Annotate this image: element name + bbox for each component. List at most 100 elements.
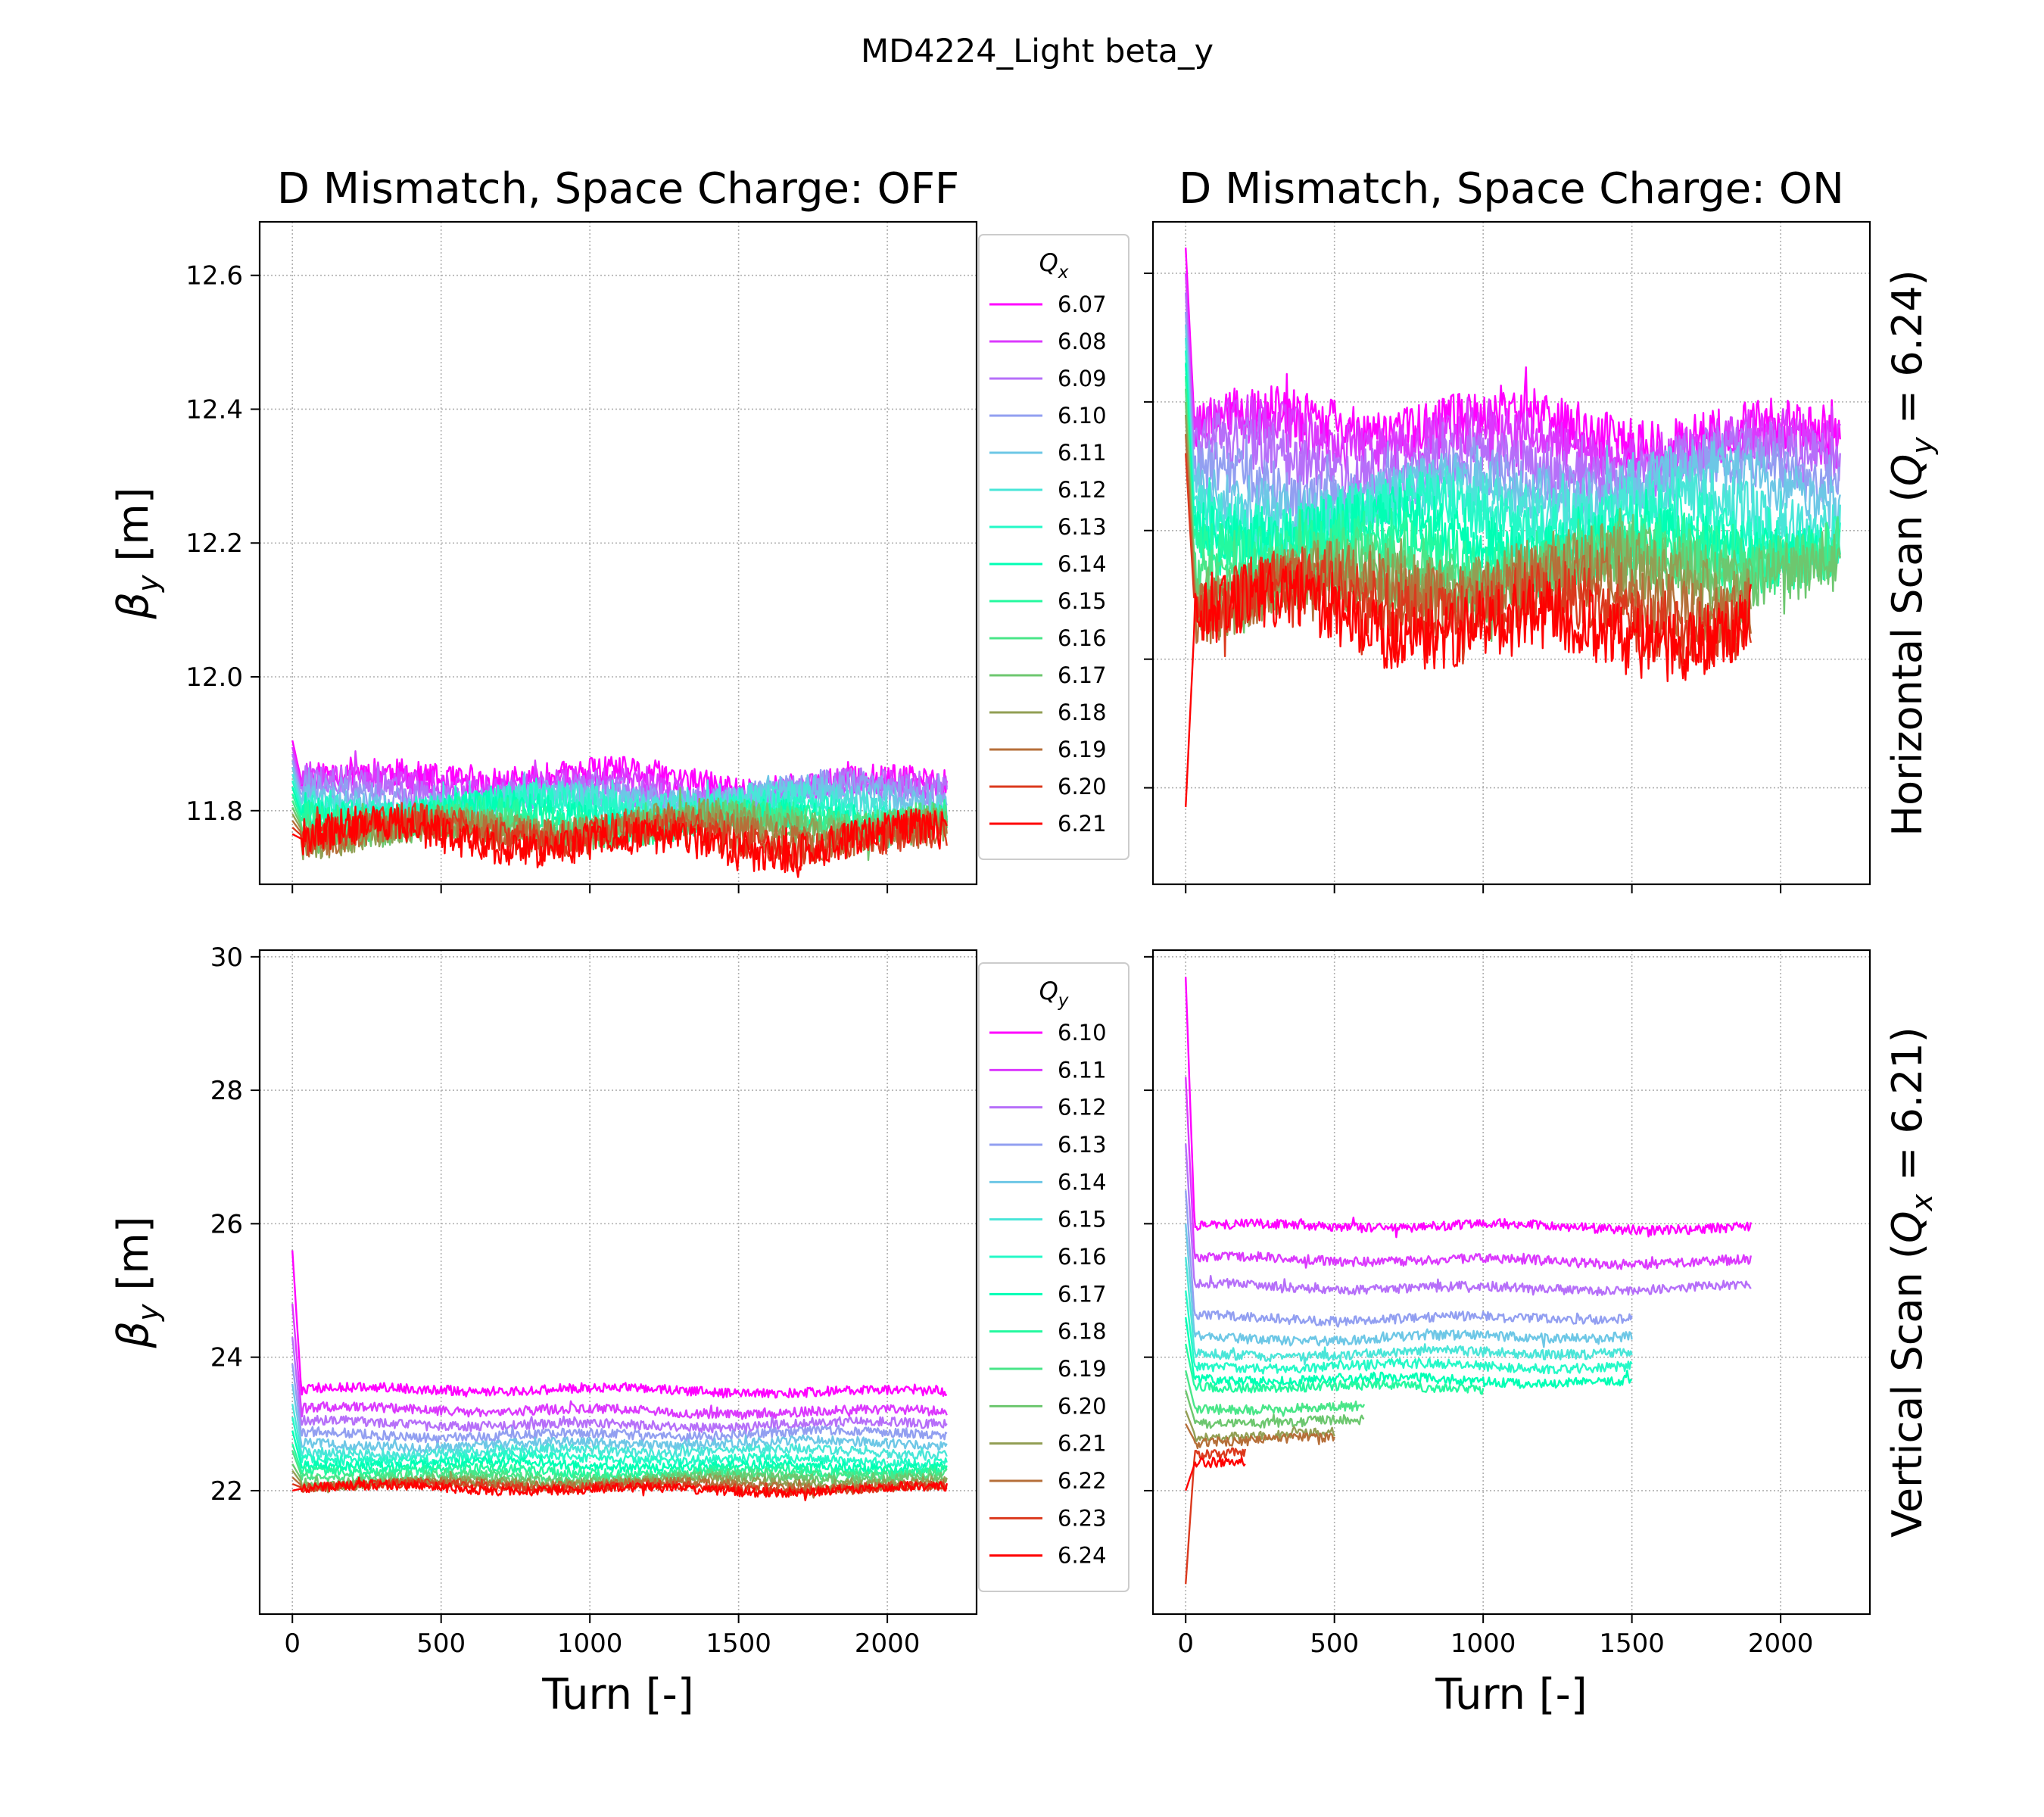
series-line-6.19 xyxy=(291,1450,948,1485)
series-line-6.11 xyxy=(1185,324,1841,566)
series-line-6.14 xyxy=(1185,1223,1633,1348)
legend-label: 6.22 xyxy=(1058,1468,1107,1494)
series-line-6.13 xyxy=(291,1364,948,1449)
grid xyxy=(260,222,977,884)
legend-label: 6.18 xyxy=(1058,700,1107,725)
series-line-6.11 xyxy=(291,1303,948,1420)
legend-label: 6.07 xyxy=(1058,291,1107,317)
series-line-6.11 xyxy=(1185,1077,1752,1270)
legend-label: 6.21 xyxy=(1058,1431,1107,1457)
series-line-6.17 xyxy=(291,1430,948,1476)
series-line-6.17 xyxy=(1185,1317,1633,1389)
y-tick-label: 30 xyxy=(210,943,243,973)
x-tick-label: 1000 xyxy=(1450,1628,1516,1659)
legend-title: Qy xyxy=(1039,977,1069,1011)
series-line-6.24 xyxy=(1185,1456,1246,1491)
y-tick-label: 11.8 xyxy=(185,796,243,827)
series-line-6.21 xyxy=(1185,1410,1335,1444)
x-tick-label: 500 xyxy=(1310,1628,1359,1659)
series-group xyxy=(1185,977,1752,1585)
x-axis-label: Turn [-] xyxy=(541,1670,693,1719)
axes-frame xyxy=(1151,949,1871,1616)
series-group xyxy=(291,740,948,878)
legend-label: 6.18 xyxy=(1058,1319,1107,1345)
series-line-6.24 xyxy=(291,1476,948,1501)
legend-label: 6.16 xyxy=(1058,1244,1107,1270)
panel-top-right: D Mismatch, Space Charge: ON Horizontal S… xyxy=(1144,164,1939,893)
x-tick-label: 0 xyxy=(284,1628,301,1659)
legend-label: 6.21 xyxy=(1058,811,1107,837)
y-tick-label: 12.0 xyxy=(185,662,243,693)
x-tick-label: 2000 xyxy=(1748,1628,1814,1659)
legend-label: 6.16 xyxy=(1058,625,1107,651)
series-line-6.22 xyxy=(291,1476,948,1499)
figure-suptitle: MD4224_Light beta_y xyxy=(861,33,1214,70)
row-label: Vertical Scan (Qx = 6.21) xyxy=(1884,1027,1939,1538)
axes-frame xyxy=(258,949,978,1616)
legend-label: 6.13 xyxy=(1058,1132,1107,1158)
legend-label: 6.17 xyxy=(1058,662,1107,688)
grid xyxy=(260,950,977,1614)
legend-label: 6.12 xyxy=(1058,1095,1107,1120)
row-label: Horizontal Scan (Qy = 6.24) xyxy=(1884,270,1939,836)
x-tick-label: 1000 xyxy=(557,1628,623,1659)
series-line-6.15 xyxy=(1185,1257,1633,1366)
series-line-6.14 xyxy=(291,1383,948,1454)
legend-label: 6.11 xyxy=(1058,440,1107,466)
y-tick-label: 12.6 xyxy=(185,261,243,291)
x-tick-label: 0 xyxy=(1177,1628,1194,1659)
legend-box xyxy=(978,234,1129,860)
legend-label: 6.13 xyxy=(1058,514,1107,540)
series-line-6.22 xyxy=(1185,1423,1335,1450)
x-tick-label: 1500 xyxy=(706,1628,771,1659)
legend-label: 6.10 xyxy=(1058,403,1107,429)
legend-label: 6.10 xyxy=(1058,1020,1107,1046)
legend-label: 6.15 xyxy=(1058,1207,1107,1233)
legend-label: 6.20 xyxy=(1058,774,1107,799)
legend-label: 6.08 xyxy=(1058,329,1107,354)
legend-label: 6.19 xyxy=(1058,737,1107,762)
legend-label: 6.12 xyxy=(1058,477,1107,503)
series-line-6.21 xyxy=(291,806,948,878)
y-tick-label: 28 xyxy=(210,1076,243,1106)
legend-label: 6.23 xyxy=(1058,1505,1107,1531)
series-line-6.15 xyxy=(291,1404,948,1462)
series-line-6.21 xyxy=(1185,561,1752,808)
legend-label: 6.15 xyxy=(1058,588,1107,614)
y-tick-label: 24 xyxy=(210,1343,243,1373)
grid xyxy=(1153,950,1870,1614)
x-tick-label: 2000 xyxy=(855,1628,921,1659)
panel-title: D Mismatch, Space Charge: ON xyxy=(1179,164,1844,213)
x-tick-label: 500 xyxy=(416,1628,466,1659)
series-line-6.19 xyxy=(1185,1370,1366,1417)
legend-label: 6.14 xyxy=(1058,551,1107,577)
series-line-6.13 xyxy=(1185,1190,1633,1328)
y-tick-label: 22 xyxy=(210,1476,243,1507)
series-group xyxy=(1185,247,1841,808)
legend-label: 6.24 xyxy=(1058,1543,1107,1569)
series-line-6.20 xyxy=(1185,1390,1365,1429)
series-line-6.20 xyxy=(291,802,948,870)
y-axis-label: βy [m] xyxy=(109,1216,165,1348)
y-axis-label: βy [m] xyxy=(109,487,165,619)
legend-label: 6.09 xyxy=(1058,366,1107,391)
panel-bottom-right: 0 500 1000 1500 2000 Turn [-] Vertical Scan (Q… xyxy=(1144,949,1939,1719)
series-group xyxy=(291,1250,948,1501)
legend-label: 6.14 xyxy=(1058,1169,1107,1195)
legend-label: 6.11 xyxy=(1058,1057,1107,1083)
series-line-6.12 xyxy=(1185,1143,1752,1297)
series-line-6.12 xyxy=(291,1337,948,1435)
legend-label: 6.17 xyxy=(1058,1281,1107,1307)
axes-frame xyxy=(1151,220,1871,886)
axes-frame xyxy=(258,220,978,886)
panel-bottom-left: 0 500 1000 1500 2000 22 24 26 28 30 Turn [-] βy [m] xyxy=(109,943,978,1719)
series-line-6.10 xyxy=(1185,977,1752,1239)
panel-top-left: 11.8 12.0 12.2 12.4 12.6 D Mismatch, Space Ch… xyxy=(109,164,978,893)
y-tick-label: 26 xyxy=(210,1209,243,1239)
series-line-6.23 xyxy=(291,1478,948,1497)
y-tick-label: 12.2 xyxy=(185,528,243,559)
legend-box xyxy=(978,962,1129,1592)
legend-label: 6.19 xyxy=(1058,1356,1107,1382)
legend-title: Qx xyxy=(1039,248,1069,282)
x-tick-label: 1500 xyxy=(1599,1628,1665,1659)
